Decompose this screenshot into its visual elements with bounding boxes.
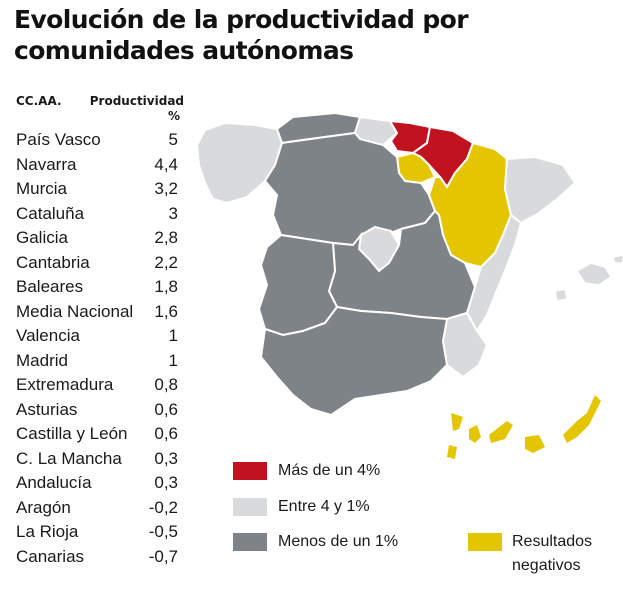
table-row: Murcia 3,2 xyxy=(16,177,186,202)
region-baleares-menorca xyxy=(612,254,623,264)
region-name: Madrid xyxy=(16,350,68,370)
legend-label-mid: Entre 4 y 1% xyxy=(278,498,370,515)
productivity-value: 0,3 xyxy=(154,448,178,468)
table-row: Galicia 2,8 xyxy=(16,226,186,251)
region-canarias-1 xyxy=(451,413,463,431)
productivity-value: 4,4 xyxy=(154,154,178,174)
region-extremadura xyxy=(257,233,339,337)
table-row: Madrid 1 xyxy=(16,349,186,374)
productivity-value: -0,7 xyxy=(148,546,178,566)
table-row: Andalucía 0,3 xyxy=(16,471,186,496)
legend-label-negative-line2: negativos xyxy=(512,557,581,574)
region-name: País Vasco xyxy=(16,130,101,149)
table-row: Navarra 4,4 xyxy=(16,153,186,178)
productivity-value: -0,5 xyxy=(148,522,178,541)
column-header-region: CC.AA. xyxy=(16,94,62,108)
legend-swatch-mid xyxy=(233,498,267,516)
region-canarias-4 xyxy=(489,421,513,443)
region-name: Aragón xyxy=(16,497,71,517)
region-name: Baleares xyxy=(16,277,84,296)
region-andalucia xyxy=(259,305,449,417)
productivity-value: 1 xyxy=(168,326,178,345)
table-row: Media Nacional 1,6 xyxy=(16,300,186,325)
region-name: Valencia xyxy=(16,326,80,345)
table-body: País Vasco 5 Navarra 4,4 Murcia 3,2 Cataluña 3 G… xyxy=(16,128,186,569)
region-name: Andalucía xyxy=(16,473,92,492)
region-name: Murcia xyxy=(16,179,68,198)
productivity-value: 0,6 xyxy=(154,424,178,443)
table-header: CC.AA. Productividad % xyxy=(16,94,186,128)
region-baleares-ibiza xyxy=(554,288,568,302)
region-name: C. La Mancha xyxy=(16,448,122,468)
region-name: Canarias xyxy=(16,546,85,566)
region-baleares-mallorca xyxy=(575,262,613,286)
productivity-value: 3 xyxy=(168,203,178,223)
productivity-value: -0,2 xyxy=(148,497,178,517)
legend-swatch-low xyxy=(233,533,267,551)
productivity-value: 0,3 xyxy=(154,473,178,492)
region-valencia xyxy=(465,213,523,333)
region-canarias-2 xyxy=(469,425,481,443)
productivity-value: 5 xyxy=(168,130,178,149)
spain-map xyxy=(195,111,623,459)
productivity-value: 3,2 xyxy=(154,179,178,198)
region-name: Cataluña xyxy=(16,203,85,223)
column-header-unit: % xyxy=(167,109,180,123)
region-name: Navarra xyxy=(16,154,77,174)
productivity-value: 1,6 xyxy=(154,301,178,321)
table-row: Canarias -0,7 xyxy=(16,545,186,570)
legend-label-negative-line1: Resultados xyxy=(512,533,593,550)
page-title: Evolución de la productividad por comuni… xyxy=(14,5,469,65)
table-row: Cataluña 3 xyxy=(16,202,186,227)
region-name: Extremadura xyxy=(16,375,114,394)
productivity-value: 2,2 xyxy=(154,252,178,272)
productivity-value: 0,8 xyxy=(154,375,178,394)
productivity-value: 1,8 xyxy=(154,277,178,296)
column-header-productivity: Productividad xyxy=(89,94,184,108)
productivity-table: CC.AA. Productividad % País Vasco 5 Navarr… xyxy=(16,94,186,569)
region-name: Asturias xyxy=(16,399,78,419)
region-canarias-6 xyxy=(563,395,601,443)
table-row: C. La Mancha 0,3 xyxy=(16,447,186,472)
table-row: Aragón -0,2 xyxy=(16,496,186,521)
legend-label-high: Más de un 4% xyxy=(278,462,381,479)
region-canarias-5 xyxy=(525,435,545,453)
legend-label-low: Menos de un 1% xyxy=(278,533,399,550)
region-name: Cantabria xyxy=(16,252,90,272)
productivity-value: 2,8 xyxy=(154,228,178,247)
legend-swatch-high xyxy=(233,462,267,480)
table-row: Valencia 1 xyxy=(16,324,186,349)
table-row: País Vasco 5 xyxy=(16,128,186,153)
region-name: La Rioja xyxy=(16,522,79,541)
region-galicia xyxy=(195,121,284,205)
table-row: Castilla y León 0,6 xyxy=(16,422,186,447)
table-row: Extremadura 0,8 xyxy=(16,373,186,398)
productivity-value: 0,6 xyxy=(154,399,178,419)
region-canarias-3 xyxy=(447,445,457,459)
table-row: Cantabria 2,2 xyxy=(16,251,186,276)
table-row: La Rioja -0,5 xyxy=(16,520,186,545)
region-cataluna xyxy=(503,155,577,225)
table-row: Baleares 1,8 xyxy=(16,275,186,300)
region-name: Media Nacional xyxy=(16,301,134,321)
region-name: Castilla y León xyxy=(16,424,128,443)
region-name: Galicia xyxy=(16,228,68,247)
productivity-value: 1 xyxy=(168,350,178,370)
legend-swatch-negative xyxy=(468,533,502,551)
table-row: Asturias 0,6 xyxy=(16,398,186,423)
